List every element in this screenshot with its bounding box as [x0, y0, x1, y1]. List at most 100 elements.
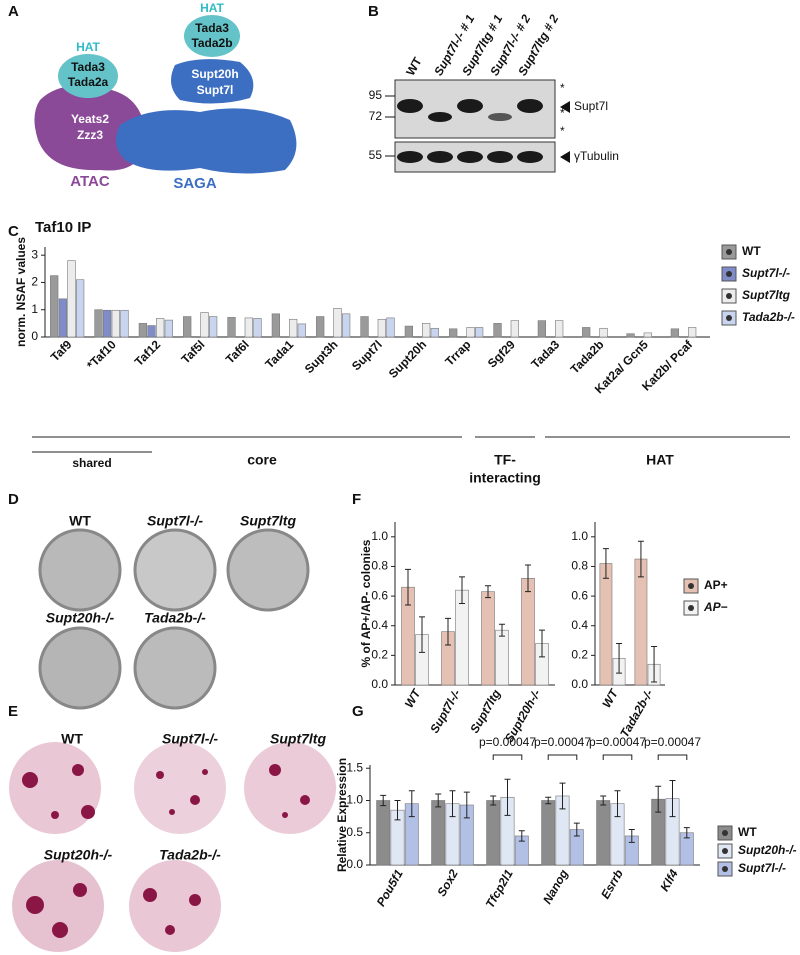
panel-letter: G: [352, 703, 364, 720]
error-bar: [600, 795, 607, 806]
x-tick-label: *Taf10: [84, 337, 119, 372]
bar: [156, 318, 165, 338]
bar: [422, 323, 431, 338]
plates: WT Supt7l-/- Supt7ltg Supt20h-/- Tada2b-…: [38, 513, 310, 710]
bar: [599, 563, 613, 686]
bar: [342, 313, 351, 338]
error-bar: [573, 822, 580, 837]
bar: [670, 328, 679, 338]
error-bar: [655, 785, 662, 813]
bar: [596, 800, 611, 866]
marker-label: 55: [369, 148, 383, 162]
group-label: HAT: [646, 452, 674, 468]
x-tick-label: Sgf29: [485, 337, 518, 370]
bar: [599, 327, 608, 338]
y-tick-label: 1.0: [371, 529, 388, 543]
error-bar: [518, 830, 525, 842]
plate-label: Tada2b-/-: [144, 610, 206, 626]
legend-label: Supt7ltg: [742, 288, 791, 302]
x-tick-label: Tfcp2l1: [483, 867, 516, 911]
error-bar: [545, 796, 552, 805]
bar: [297, 323, 306, 338]
module-label: Tada2a: [68, 75, 109, 89]
atac-core-shape: [34, 85, 146, 171]
hat-label: HAT: [200, 1, 224, 15]
bar: [271, 313, 280, 338]
bar: [377, 318, 386, 338]
panel-letter: E: [8, 703, 18, 720]
chart-title: Taf10 IP: [35, 219, 91, 236]
bar: [449, 328, 458, 338]
bar: [541, 800, 556, 866]
plate-label: Supt20h-/-: [46, 610, 115, 626]
bar: [67, 260, 76, 338]
bar: [360, 316, 369, 338]
x-tick-label: WT: [402, 686, 424, 711]
significance-bracket: [547, 754, 578, 760]
y-axis-label: % of AP+/AP- colonies: [359, 539, 373, 667]
error-bar: [669, 779, 676, 818]
error-bar: [408, 790, 415, 818]
panel-letter: D: [8, 491, 19, 508]
y-tick-label: 0.2: [571, 648, 588, 662]
p-value: p=0.00047: [589, 735, 646, 749]
colony-dots: [22, 764, 310, 938]
bar: [164, 319, 173, 338]
bar: [200, 312, 209, 338]
y-tick-label: 0.0: [371, 677, 388, 691]
legend-dot: [726, 315, 732, 321]
marker-label: 95: [369, 88, 383, 102]
bar: [510, 320, 519, 338]
error-bar: [637, 540, 644, 578]
x-tick-label: Taf6l: [223, 337, 252, 366]
bar: [244, 317, 253, 338]
panel-letter: C: [8, 223, 19, 240]
arrowheads: [560, 101, 570, 163]
x-tick-label: Tada2b: [568, 337, 607, 376]
legend-label: WT: [742, 244, 761, 258]
plate-label: WT: [69, 513, 91, 529]
colony-label: Tada2b-/-: [159, 847, 221, 863]
error-bar: [380, 794, 387, 807]
error-bar: [499, 623, 505, 637]
error-bar: [419, 616, 425, 653]
bar: [183, 316, 192, 338]
bar: [431, 800, 446, 866]
lane-label: WT: [403, 54, 425, 78]
error-bar: [459, 576, 465, 604]
y-tick-label: 0.6: [571, 588, 588, 602]
x-tick-label: Taf12: [132, 337, 164, 369]
saga-diagram: HAT Tada3 Tada2b Supt20h Supt7l SAGA: [116, 1, 297, 192]
atac-diagram: HAT Tada3 Tada2a Yeats2 Zzz3 ATAC: [34, 40, 146, 190]
complex-name: SAGA: [173, 175, 217, 192]
bar: [582, 327, 591, 338]
y-tick-label: 0.4: [371, 618, 388, 632]
legend-label: AP−: [703, 600, 728, 614]
bar: [404, 325, 413, 338]
bar: [209, 316, 218, 338]
bar: [50, 275, 59, 338]
bar: [537, 320, 546, 338]
x-tick-label: Supt7l-/-: [427, 687, 463, 736]
legend-dot: [688, 605, 694, 611]
x-tick-label: WT: [599, 686, 621, 711]
error-bar: [445, 617, 451, 646]
core-label: Zzz3: [77, 128, 103, 142]
bar: [147, 325, 156, 338]
x-tick-label: Trrap: [442, 337, 473, 368]
x-tick-label: Tada3: [528, 337, 562, 371]
bar: [138, 323, 147, 338]
bar: [430, 327, 439, 338]
x-tick-label: Sox2: [434, 867, 461, 899]
x-tick-label: Supt7l: [349, 337, 385, 373]
bar: [103, 309, 112, 338]
bar: [455, 589, 469, 686]
asterisk: *: [560, 81, 565, 95]
significance-bracket: [657, 754, 688, 760]
bar: [643, 332, 652, 338]
y-tick-label: 0.0: [346, 857, 363, 871]
error-bar: [614, 790, 621, 818]
y-tick-label: 3: [31, 247, 38, 261]
x-tick-label: Taf5l: [178, 337, 207, 366]
bands: [397, 99, 543, 163]
